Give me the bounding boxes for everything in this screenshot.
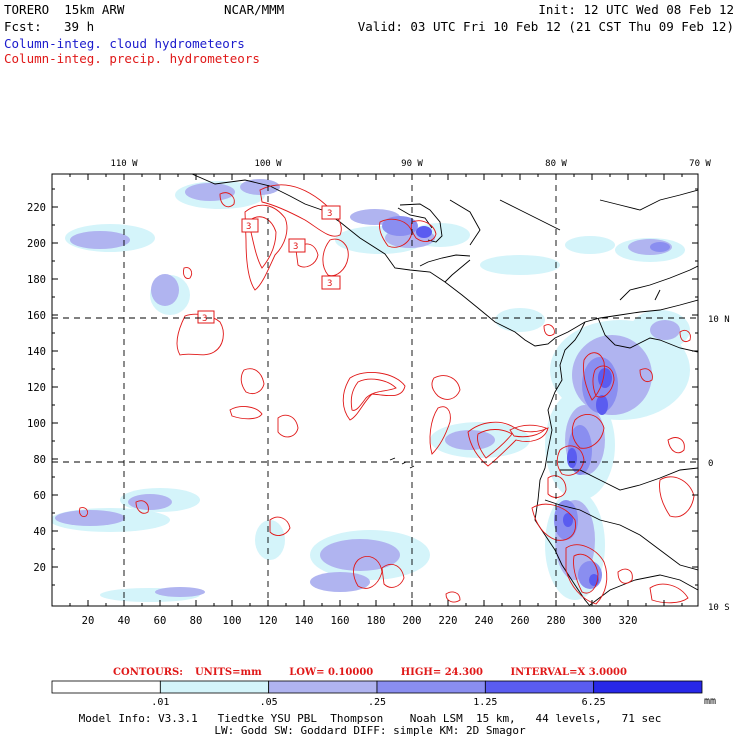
x-tick-label: 100 <box>223 615 242 627</box>
y-tick-label: 180 <box>27 274 46 286</box>
model-title: TORERO 15km ARW <box>4 2 125 17</box>
colorbar-label: .01 <box>151 697 169 708</box>
contour-info-units: UNITS=mm <box>194 667 262 678</box>
x-tick-label: 300 <box>583 615 602 627</box>
contour-label: 3 <box>293 242 298 252</box>
y-tick-label: 20 <box>33 562 46 574</box>
axis-ticks <box>52 174 698 606</box>
lon-label: 90 W <box>401 159 423 169</box>
y-tick-label: 160 <box>27 310 46 322</box>
colorbar-swatch <box>593 680 703 694</box>
contour-label: 3 <box>246 222 251 232</box>
x-tick-label: 160 <box>331 615 350 627</box>
colorbar <box>51 680 703 694</box>
colorbar-swatch <box>376 680 486 694</box>
colorbar-swatch <box>159 680 270 694</box>
map-frame <box>51 173 699 607</box>
x-tick-label: 40 <box>118 615 131 627</box>
contour-label: 3 <box>202 314 207 324</box>
coastline-layer <box>191 174 698 606</box>
x-tick-label: 320 <box>619 615 638 627</box>
x-tick-label: 260 <box>511 615 530 627</box>
model-info-line1: Model Info: V3.3.1 Tiedtke YSU PBL Thomp… <box>78 712 662 725</box>
precip-contour-layer <box>79 184 695 605</box>
lon-label: 70 W <box>689 159 711 169</box>
colorbar-label: 1.25 <box>473 697 497 708</box>
init-time: Init: 12 UTC Wed 08 Feb 12 <box>538 2 734 17</box>
y-tick-label: 220 <box>27 202 46 214</box>
forecast-label: Fcst: <box>4 19 42 34</box>
x-tick-label: 200 <box>403 615 422 627</box>
lat-label: 10 N <box>708 315 730 325</box>
contour-label: 3 <box>327 279 332 289</box>
x-tick-label: 20 <box>82 615 95 627</box>
x-tick-label: 120 <box>259 615 278 627</box>
colorbar-label: .25 <box>368 697 386 708</box>
lat-label: 10 S <box>708 603 730 613</box>
colorbar-label: .05 <box>260 697 278 708</box>
y-tick-label: 80 <box>33 454 46 466</box>
y-axis-labels: 220 200 180 160 140 120 100 80 60 40 20 <box>27 202 46 574</box>
x-tick-label: 60 <box>154 615 167 627</box>
model-info-line2: LW: Godd SW: Goddard DIFF: simple KM: 2D… <box>214 724 526 737</box>
lon-label: 80 W <box>545 159 567 169</box>
x-tick-label: 240 <box>475 615 494 627</box>
y-tick-label: 40 <box>33 526 46 538</box>
contour-info-interval: INTERVAL=X 3.0000 <box>510 667 627 678</box>
colorbar-labels: .01 .05 .25 1.25 6.25 <box>151 697 605 708</box>
y-tick-label: 60 <box>33 490 46 502</box>
forecast-hours: 39 h <box>64 19 95 34</box>
x-tick-label: 80 <box>190 615 203 627</box>
lat-lon-grid <box>52 174 698 606</box>
colorbar-label: 6.25 <box>582 697 606 708</box>
y-tick-label: 140 <box>27 346 46 358</box>
x-tick-label: 280 <box>547 615 566 627</box>
contour-info-low: LOW= 0.10000 <box>289 667 374 678</box>
lat-label: 0 <box>708 459 713 469</box>
colorbar-unit: mm <box>704 696 716 707</box>
contour-label: 3 <box>327 209 332 219</box>
y-tick-label: 100 <box>27 418 46 430</box>
field-precip-label: Column-integ. precip. hydrometeors <box>4 51 260 66</box>
contour-info-contours: CONTOURS: <box>113 667 183 678</box>
contour-info-high: HIGH= 24.300 <box>400 667 483 678</box>
contour-info: CONTOURS: UNITS=mm LOW= 0.10000 HIGH= 24.… <box>0 667 740 678</box>
y-tick-label: 120 <box>27 382 46 394</box>
y-tick-label: 200 <box>27 238 46 250</box>
colorbar-swatch <box>268 680 378 694</box>
x-tick-label: 220 <box>439 615 458 627</box>
colorbar-swatch <box>484 680 595 694</box>
lon-label: 100 W <box>254 159 282 169</box>
colorbar-swatch <box>51 680 161 694</box>
contour-label-boxes <box>197 205 341 324</box>
x-tick-label: 140 <box>295 615 314 627</box>
x-axis-labels: 20 40 60 80 100 120 140 160 180 200 220 240 260 280 30… <box>82 615 638 627</box>
x-tick-label: 180 <box>367 615 386 627</box>
cloud-shading-layer <box>52 179 690 602</box>
valid-time: Valid: 03 UTC Fri 10 Feb 12 (21 CST Thu … <box>357 19 734 34</box>
field-cloud-label: Column-integ. cloud hydrometeors <box>4 36 245 51</box>
lon-label: 110 W <box>110 159 138 169</box>
organization-label: NCAR/MMM <box>224 2 285 17</box>
